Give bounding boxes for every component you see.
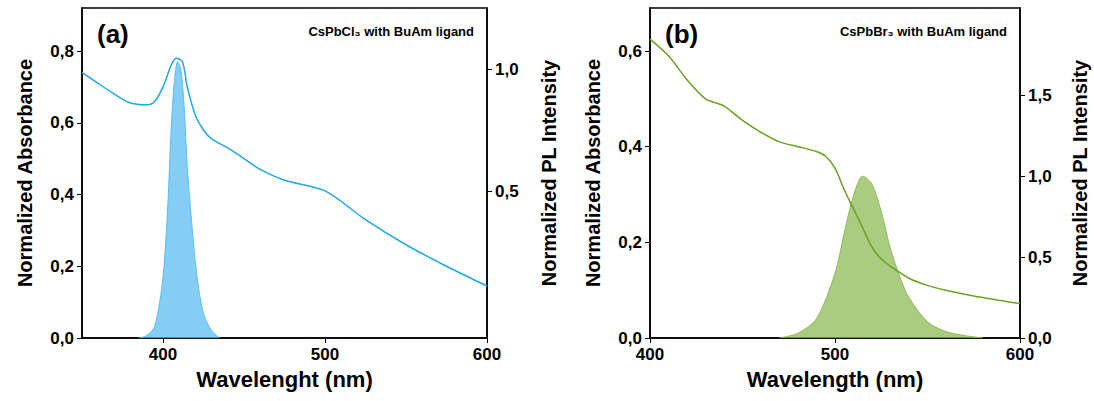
svg-text:Normalized PL Intensity: Normalized PL Intensity: [1069, 59, 1091, 286]
svg-text:Normalized Absorbance: Normalized Absorbance: [14, 59, 36, 287]
svg-text:Wavelenght (nm): Wavelenght (nm): [196, 367, 372, 392]
svg-text:0,8: 0,8: [50, 42, 74, 61]
svg-text:1,5: 1,5: [1028, 86, 1052, 105]
svg-text:(a): (a): [97, 19, 129, 49]
svg-text:0,6: 0,6: [50, 113, 74, 132]
svg-text:0,5: 0,5: [1028, 248, 1052, 267]
svg-text:500: 500: [311, 345, 339, 364]
svg-text:Normalized PL Intensity: Normalized PL Intensity: [538, 59, 560, 286]
svg-text:600: 600: [473, 345, 501, 364]
svg-text:0,4: 0,4: [618, 137, 642, 156]
svg-text:(b): (b): [665, 19, 698, 49]
svg-text:CsPbCl₃ with BuAm ligand: CsPbCl₃ with BuAm ligand: [308, 24, 474, 39]
svg-text:0,5: 0,5: [495, 182, 519, 201]
svg-text:0,4: 0,4: [50, 185, 74, 204]
svg-text:0,2: 0,2: [50, 257, 74, 276]
svg-text:0,2: 0,2: [618, 233, 642, 252]
svg-text:500: 500: [821, 345, 849, 364]
svg-text:1,0: 1,0: [1028, 167, 1052, 186]
svg-text:1,0: 1,0: [495, 60, 519, 79]
svg-text:400: 400: [636, 345, 664, 364]
svg-text:400: 400: [149, 345, 177, 364]
svg-text:0,6: 0,6: [618, 42, 642, 61]
svg-text:0,0: 0,0: [1028, 328, 1052, 348]
svg-text:0,0: 0,0: [618, 328, 642, 348]
svg-text:0,0: 0,0: [50, 329, 74, 348]
svg-text:Normalized Absorbance: Normalized Absorbance: [582, 59, 604, 287]
svg-text:600: 600: [1006, 345, 1034, 364]
svg-text:CsPbBr₃ with BuAm ligand: CsPbBr₃ with BuAm ligand: [840, 24, 1007, 39]
svg-text:Wavelength (nm): Wavelength (nm): [747, 367, 923, 392]
